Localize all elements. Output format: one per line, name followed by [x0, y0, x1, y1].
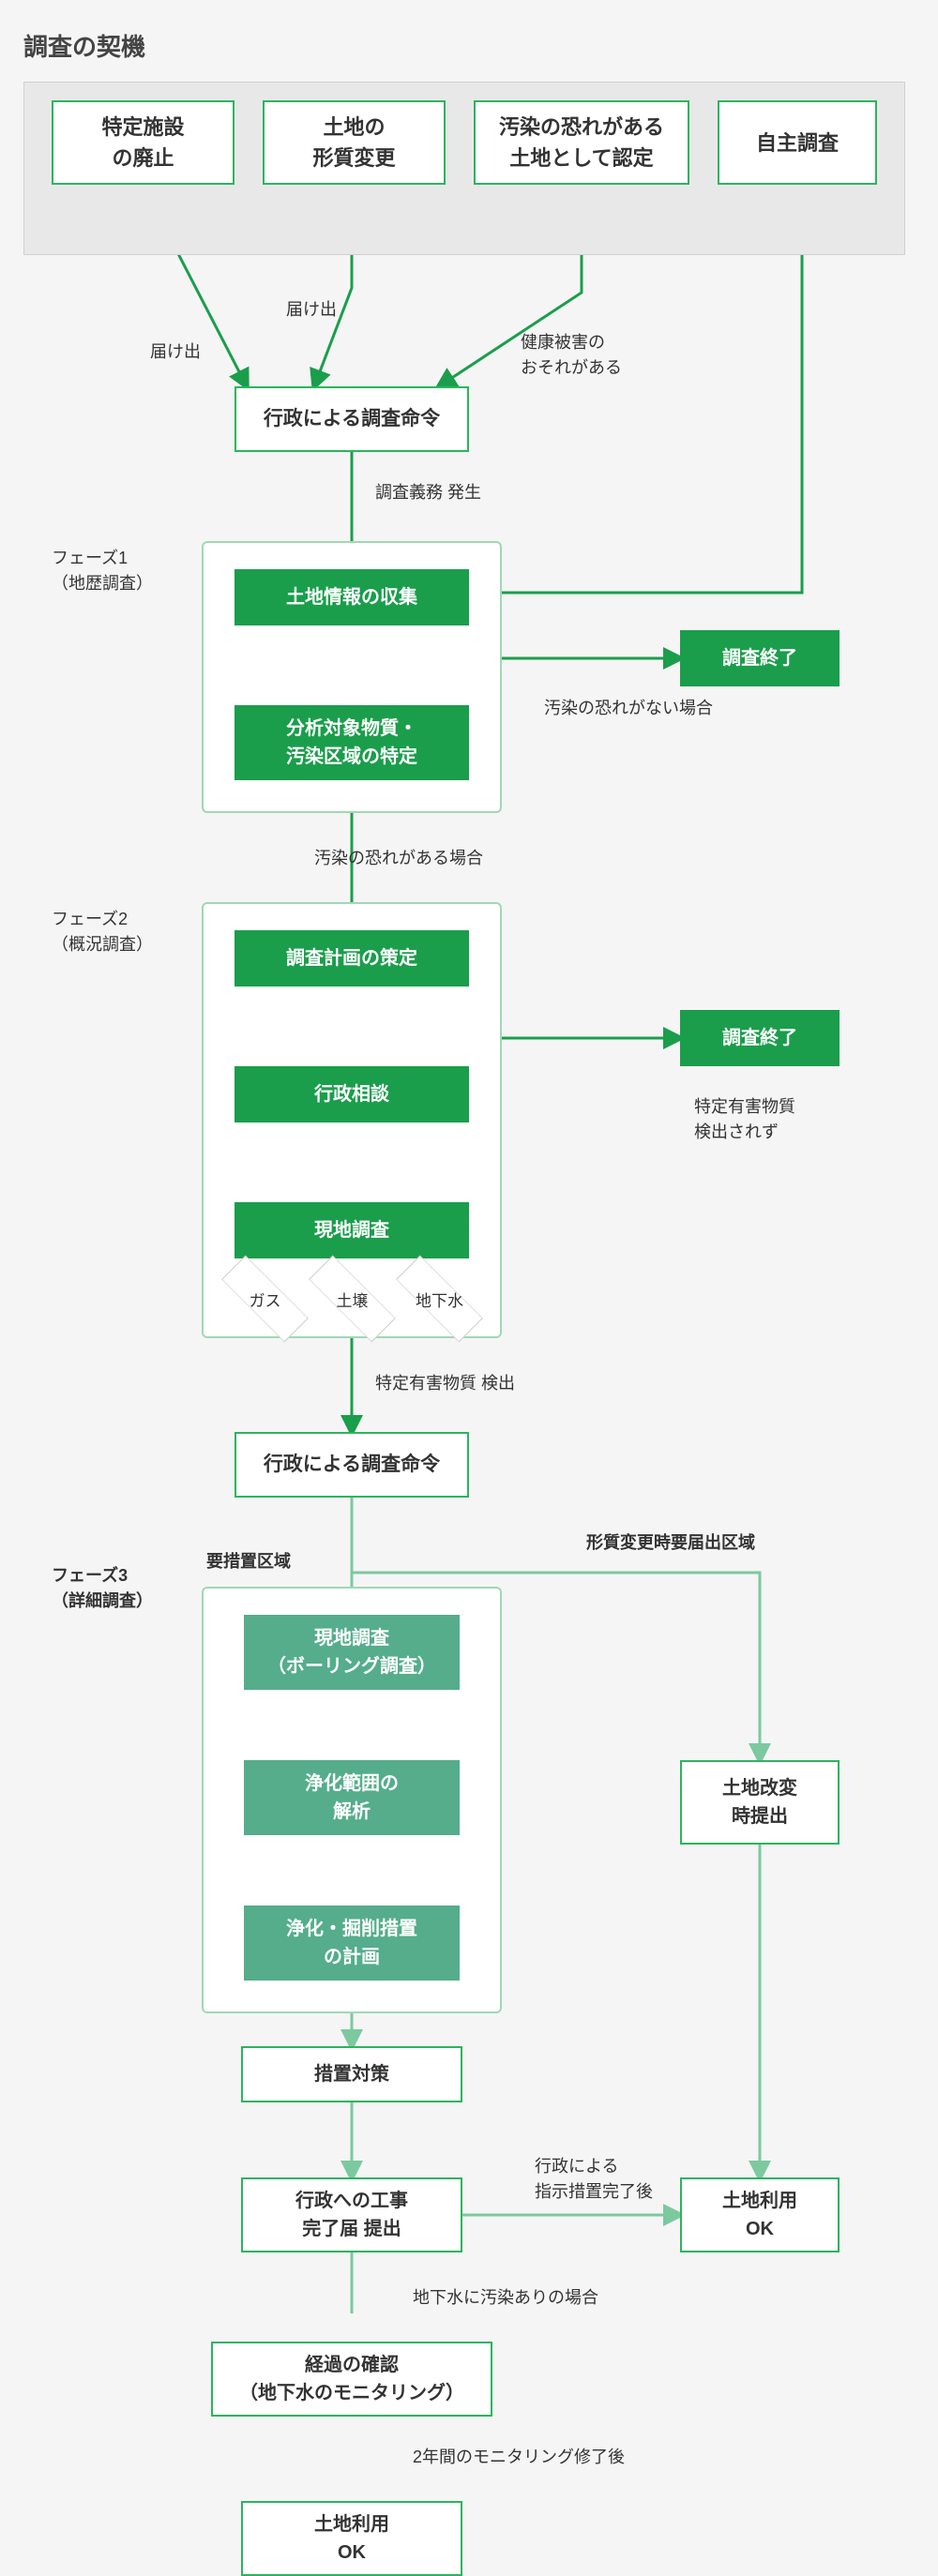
box-landMod: 土地改変時提出 [680, 1760, 840, 1845]
edge-label-e7: 特定有害物質検出されず [694, 1094, 795, 1145]
box-end2: 調査終了 [680, 1010, 840, 1066]
phase-label-pl2: フェーズ2（概況調査） [52, 907, 153, 957]
diamond-text-d3: 地下水 [416, 1288, 463, 1311]
page-title: 調査の契機 [23, 28, 915, 63]
box-p3c: 浄化・掘削措置の計画 [244, 1906, 460, 1981]
box-t3: 汚染の恐れがある土地として認定 [474, 100, 689, 185]
edge-label-e8: 特定有害物質 検出 [375, 1371, 515, 1396]
diamond-d3: 地下水 [395, 1271, 484, 1327]
box-t4: 自主調査 [718, 100, 877, 185]
box-p1a: 土地情報の収集 [234, 569, 469, 625]
edge-label-e5: 汚染の恐れがない場合 [544, 696, 713, 721]
phase-label-pl1: フェーズ1（地歴調査） [52, 546, 153, 596]
box-landOK1: 土地利用OK [241, 2501, 462, 2576]
box-t1: 特定施設の廃止 [52, 100, 234, 185]
box-report: 行政への工事完了届 提出 [241, 2177, 462, 2252]
box-p3a: 現地調査（ボーリング調査） [244, 1615, 460, 1690]
box-p1b: 分析対象物質・汚染区域の特定 [234, 705, 469, 780]
edge-label-e1: 届け出 [150, 339, 201, 365]
box-landOK2: 土地利用OK [680, 2177, 840, 2252]
box-measure: 措置対策 [241, 2046, 462, 2102]
flowchart-canvas: 特定施設の廃止土地の形質変更汚染の恐れがある土地として認定自主調査行政による調査… [23, 82, 915, 2313]
edge-label-e3: 健康被害のおそれがある [521, 330, 622, 381]
edge-label-e13: 2年間のモニタリング修了後 [413, 2445, 625, 2470]
phase-label-pl3: フェーズ3（詳細調査） [52, 1563, 153, 1614]
box-t2: 土地の形質変更 [263, 100, 446, 185]
edge-label-e2: 届け出 [286, 297, 337, 323]
box-p2c: 現地調査 [234, 1202, 469, 1258]
box-end1: 調査終了 [680, 630, 840, 686]
diamond-d1: ガス [220, 1271, 310, 1327]
edge-label-e11: 行政による指示措置完了後 [535, 2154, 653, 2205]
edge-label-e10: 形質変更時要届出区域 [586, 1530, 755, 1556]
box-adminOrder1: 行政による調査命令 [234, 386, 469, 452]
edge-label-e12: 地下水に汚染ありの場合 [413, 2285, 598, 2311]
box-p2b: 行政相談 [234, 1066, 469, 1122]
diamond-text-d2: 土壌 [337, 1288, 369, 1311]
edge-label-e4: 調査義務 発生 [375, 480, 481, 505]
box-p2a: 調査計画の策定 [234, 930, 469, 987]
diamond-text-d1: ガス [250, 1288, 281, 1311]
box-p3b: 浄化範囲の解析 [244, 1760, 460, 1835]
box-adminOrder2: 行政による調査命令 [234, 1432, 469, 1498]
edge-label-e9: 要措置区域 [206, 1549, 291, 1574]
diamond-d2: 土壌 [308, 1271, 397, 1327]
box-monitor: 経過の確認（地下水のモニタリング） [211, 2342, 492, 2417]
edge-label-e6: 汚染の恐れがある場合 [314, 846, 483, 871]
